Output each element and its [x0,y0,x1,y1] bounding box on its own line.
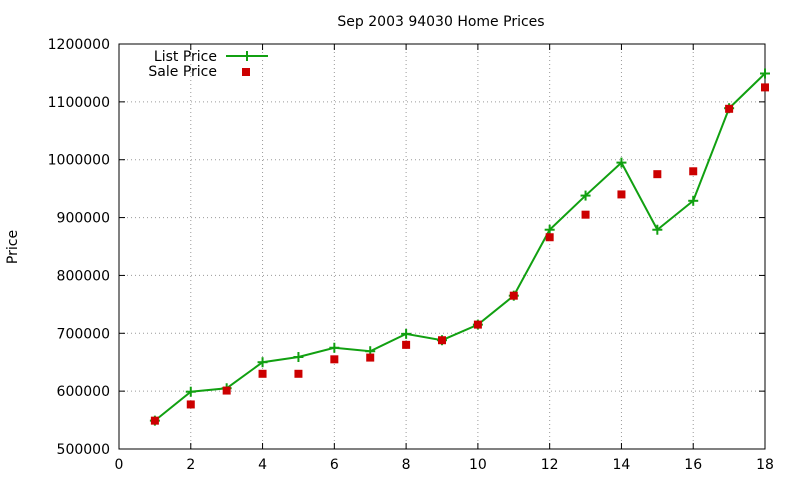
sale-price-point [509,291,518,300]
list-price-point [652,224,663,235]
y-tick-label: 1000000 [48,153,110,169]
y-tick-label: 700000 [57,326,110,342]
x-tick-label: 10 [469,457,487,473]
y-tick-label: 1200000 [48,37,110,53]
list-price-point [293,352,304,363]
list-price-point [185,386,196,397]
y-tick-label: 500000 [57,442,110,458]
list-price-point [544,224,555,235]
sale-price-point [653,170,662,179]
list-price-line [154,72,766,422]
sale-price-point [150,416,159,425]
y-tick-label: 1100000 [48,95,110,111]
x-tick-label: 16 [684,457,702,473]
sale-price-point [438,336,446,345]
list-price-point [257,357,268,368]
x-tick-label: 8 [402,457,411,473]
legend-marker-list-price [242,51,252,61]
legend: List Price Sale Price [148,49,268,80]
y-axis-label: Price [5,230,21,264]
sale-price-point [294,369,303,378]
grid [119,44,765,449]
sale-price-point [725,104,734,113]
sale-price-point [222,386,231,395]
sale-price-point [186,400,195,409]
y-tick-label: 600000 [57,384,110,400]
legend-marker-sale-price [242,68,250,76]
sale-price-point [689,167,698,176]
sale-price-point [581,210,590,219]
sale-price-point [545,233,554,242]
x-tick-label: 18 [756,457,774,473]
list-price-point [329,342,340,353]
x-tick-label: 2 [186,457,195,473]
x-tick-label: 4 [258,457,267,473]
y-tick-label: 800000 [57,268,110,284]
list-price-point [616,157,627,168]
list-price-point [401,328,412,339]
x-tick-label: 14 [613,457,631,473]
list-price-point [688,195,699,206]
legend-label-sale-price: Sale Price [148,64,217,80]
plot-frame [118,43,766,450]
sale-price-point [330,355,339,364]
sale-price-point [366,353,375,362]
sale-price-point [258,369,267,378]
chart-title: Sep 2003 94030 Home Prices [337,14,544,30]
axis-ticks: 0 2 4 6 8 10 12 14 16 18 500000 600000 700000 800000 9… [48,37,774,473]
x-tick-label: 12 [541,457,559,473]
sale-price-point [617,190,626,199]
sale-price-point [761,83,769,92]
series [149,68,770,426]
legend-label-list-price: List Price [154,49,217,65]
list-price-point [580,190,591,201]
list-price-point [760,68,770,79]
sale-price-point [402,340,411,349]
y-tick-label: 900000 [57,211,110,227]
x-tick-label: 6 [330,457,339,473]
x-tick-label: 0 [115,457,124,473]
sale-price-point [473,320,482,329]
